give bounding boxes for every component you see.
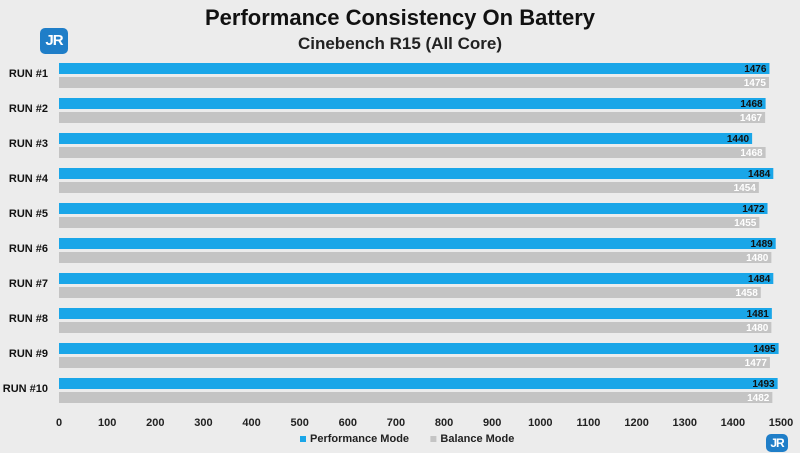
x-tick-label: 600 [339, 417, 357, 429]
bar-performance-mode [59, 378, 778, 389]
legend: Performance Mode Balance Mode [300, 433, 514, 445]
x-tick-label: 1200 [624, 417, 648, 429]
category-label: RUN #10 [3, 383, 48, 395]
legend-label: Performance Mode [310, 433, 409, 445]
x-tick-label: 200 [146, 417, 164, 429]
bar-balance-mode [59, 357, 770, 368]
data-label: 1475 [744, 78, 767, 89]
data-label: 1480 [746, 253, 769, 264]
category-label: RUN #4 [9, 173, 49, 185]
x-tick-label: 1000 [528, 417, 552, 429]
x-tick-label: 900 [483, 417, 501, 429]
data-label: 1467 [740, 113, 763, 124]
bar-balance-mode [59, 182, 759, 193]
x-tick-label: 1300 [672, 417, 696, 429]
category-label: RUN #3 [9, 138, 48, 150]
data-label: 1468 [740, 148, 763, 159]
bar-performance-mode [59, 168, 774, 179]
bar-performance-mode [59, 98, 766, 109]
data-label: 1440 [727, 134, 750, 145]
bar-balance-mode [59, 287, 761, 298]
bar-performance-mode [59, 203, 768, 214]
x-tick-label: 1100 [577, 417, 601, 429]
bar-performance-mode [59, 238, 776, 249]
category-label: RUN #2 [9, 103, 48, 115]
data-label: 1472 [742, 204, 765, 215]
logo-top: JR [40, 28, 68, 54]
legend-swatch [300, 436, 306, 442]
chart-title: Performance Consistency On Battery [205, 5, 596, 30]
category-label: RUN #7 [9, 278, 48, 290]
bar-balance-mode [59, 112, 766, 123]
x-tick-label: 0 [56, 417, 62, 429]
bar-performance-mode [59, 308, 772, 319]
legend-swatch [430, 436, 437, 442]
x-axis-ticks: 0 100 200 300 400 500 600 700 800 900 1000 1100 1200… [56, 417, 793, 429]
data-label: 1476 [744, 64, 767, 75]
bar-balance-mode [59, 147, 766, 158]
chart-subtitle: Cinebench R15 (All Core) [298, 34, 502, 53]
category-labels: RUN #1 RUN #2 RUN #3 RUN #4 RUN #5 RUN #6 RUN … [3, 68, 49, 395]
bar-balance-mode [59, 322, 772, 333]
data-label: 1454 [734, 183, 757, 194]
x-tick-label: 800 [435, 417, 453, 429]
data-label: 1481 [747, 309, 770, 320]
legend-label: Balance Mode [440, 433, 514, 445]
category-label: RUN #8 [9, 313, 48, 325]
data-label: 1484 [748, 169, 771, 180]
bar-balance-mode [59, 392, 773, 403]
data-label: 1458 [736, 288, 759, 299]
logo-bottom: JR [766, 434, 788, 452]
x-tick-label: 100 [98, 417, 116, 429]
x-tick-label: 1400 [721, 417, 745, 429]
data-label: 1489 [750, 239, 773, 250]
data-label: 1455 [734, 218, 757, 229]
bar-performance-mode [59, 133, 753, 144]
data-label: 1480 [746, 323, 769, 334]
data-label: 1477 [745, 358, 768, 369]
bar-balance-mode [59, 217, 760, 228]
bar-balance-mode [59, 77, 769, 88]
category-label: RUN #9 [9, 348, 48, 360]
data-label: 1482 [747, 393, 770, 404]
data-label: 1493 [752, 379, 775, 390]
data-label: 1468 [740, 99, 763, 110]
bar-performance-mode [59, 63, 770, 74]
x-tick-label: 1500 [769, 417, 793, 429]
x-tick-label: 300 [194, 417, 212, 429]
data-label: 1484 [748, 274, 771, 285]
bar-balance-mode [59, 252, 772, 263]
x-tick-label: 700 [387, 417, 405, 429]
category-label: RUN #6 [9, 243, 48, 255]
data-label: 1495 [753, 344, 776, 355]
bars-group: 1476 1475 1468 1467 1440 1468 1484 1454 1472 1455… [59, 63, 779, 404]
bar-performance-mode [59, 343, 779, 354]
x-tick-label: 400 [242, 417, 260, 429]
bar-performance-mode [59, 273, 774, 284]
x-tick-label: 500 [290, 417, 308, 429]
category-label: RUN #1 [9, 68, 48, 80]
category-label: RUN #5 [9, 208, 48, 220]
